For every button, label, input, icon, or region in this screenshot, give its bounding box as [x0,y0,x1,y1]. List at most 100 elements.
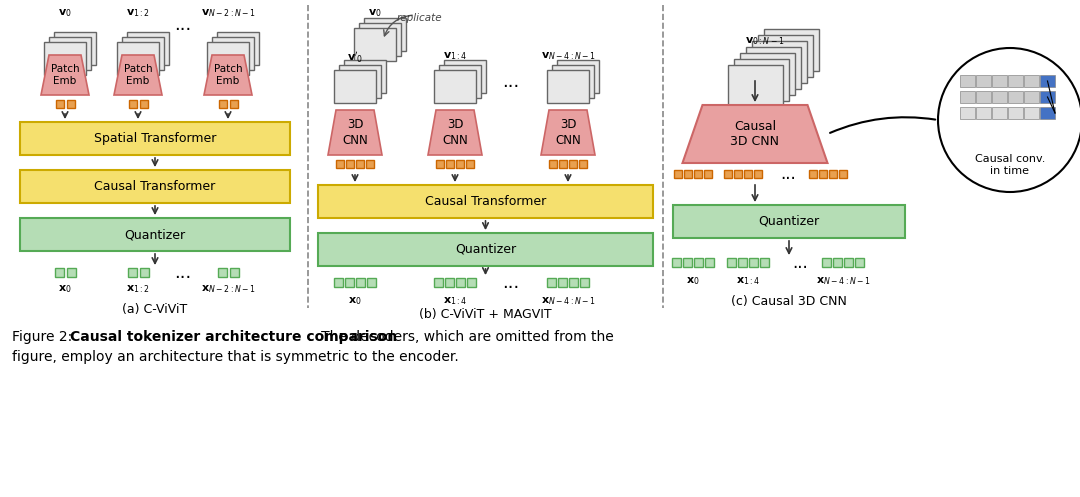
Bar [438,65,481,98]
Bar [364,18,406,51]
Bar [569,160,577,168]
Text: (c) Causal 3D CNN: (c) Causal 3D CNN [731,295,847,308]
Text: (b) C-ViViT + MAGVIT: (b) C-ViViT + MAGVIT [419,308,552,321]
Bar [318,233,653,266]
Bar [129,100,136,108]
Bar [684,170,692,178]
Bar [356,278,365,287]
Bar [559,160,567,168]
Bar [336,160,345,168]
Bar [960,91,975,103]
Text: $\mathbf{v}_{N-4:N-1}$: $\mathbf{v}_{N-4:N-1}$ [540,50,595,62]
Bar [960,107,975,119]
Bar [552,65,594,98]
Bar [746,47,801,89]
Text: .  The decoders, which are omitted from the: . The decoders, which are omitted from t… [308,330,613,344]
Text: Quantizer: Quantizer [455,243,516,256]
Bar [229,100,238,108]
Bar [822,258,831,267]
Bar [705,258,714,267]
Bar [367,278,376,287]
Bar [993,75,1007,87]
Bar [456,160,464,168]
Bar [356,160,364,168]
Bar [359,23,401,56]
Bar [674,170,681,178]
Bar [754,170,762,178]
Bar [67,100,75,108]
Bar [1008,107,1023,119]
Bar [434,70,476,103]
Bar [117,42,159,75]
Bar [346,160,354,168]
Bar [54,32,96,65]
Bar [724,170,732,178]
Bar [694,258,703,267]
Bar [580,278,589,287]
Text: Spatial Transformer: Spatial Transformer [94,132,216,145]
Bar [549,160,557,168]
Bar [557,60,599,93]
Bar [683,258,692,267]
Bar [546,278,556,287]
Bar [446,160,454,168]
Bar [67,268,76,277]
Bar [546,70,589,103]
Bar [444,60,486,93]
Bar [809,170,816,178]
Text: ...: ... [174,264,191,282]
Text: Patch
Emb: Patch Emb [51,64,79,86]
Text: Patch
Emb: Patch Emb [214,64,242,86]
Text: ...: ... [502,274,519,292]
Bar [1024,107,1039,119]
Bar [672,258,681,267]
Circle shape [939,48,1080,192]
Bar [456,278,465,287]
Bar [976,75,991,87]
Bar [760,258,769,267]
Bar [734,170,742,178]
Text: Causal
3D CNN: Causal 3D CNN [730,120,780,148]
Bar [694,170,702,178]
Text: Quantizer: Quantizer [124,228,186,241]
Bar [976,91,991,103]
Text: Figure 2:: Figure 2: [12,330,77,344]
Bar [217,32,259,65]
Text: $\mathbf{x}_{1:4}$: $\mathbf{x}_{1:4}$ [443,295,468,307]
Bar [1040,75,1055,87]
Text: $\mathbf{x}_0$: $\mathbf{x}_0$ [686,275,700,287]
Bar [673,205,905,238]
Bar [212,37,254,70]
Bar [55,100,64,108]
Bar [960,75,975,87]
Bar [1008,91,1023,103]
Text: $\mathbf{v}_{1:2}$: $\mathbf{v}_{1:2}$ [126,7,150,19]
Bar [318,185,653,218]
Bar [334,70,376,103]
Polygon shape [41,55,89,95]
Bar [21,122,291,155]
Bar [744,170,752,178]
Bar [740,53,795,95]
Bar [44,42,86,75]
Text: replicate: replicate [397,13,443,23]
Text: $\mathbf{x}_{1:2}$: $\mathbf{x}_{1:2}$ [126,283,150,295]
Text: ...: ... [780,165,796,183]
Bar [122,37,164,70]
Polygon shape [428,110,482,155]
Bar [345,60,386,93]
Bar [704,170,712,178]
Text: $\mathbf{v}_0$: $\mathbf{v}_0$ [368,7,382,19]
Bar [752,41,807,83]
Bar [728,65,783,107]
Bar [764,29,819,71]
Bar [833,258,842,267]
Text: $\mathbf{v}_{N-2:N-1}$: $\mathbf{v}_{N-2:N-1}$ [201,7,256,19]
Bar [465,160,474,168]
Polygon shape [204,55,252,95]
Bar [738,258,747,267]
Bar [334,278,343,287]
Bar [1040,91,1055,103]
Text: Causal Transformer: Causal Transformer [424,195,546,208]
Bar [127,268,136,277]
